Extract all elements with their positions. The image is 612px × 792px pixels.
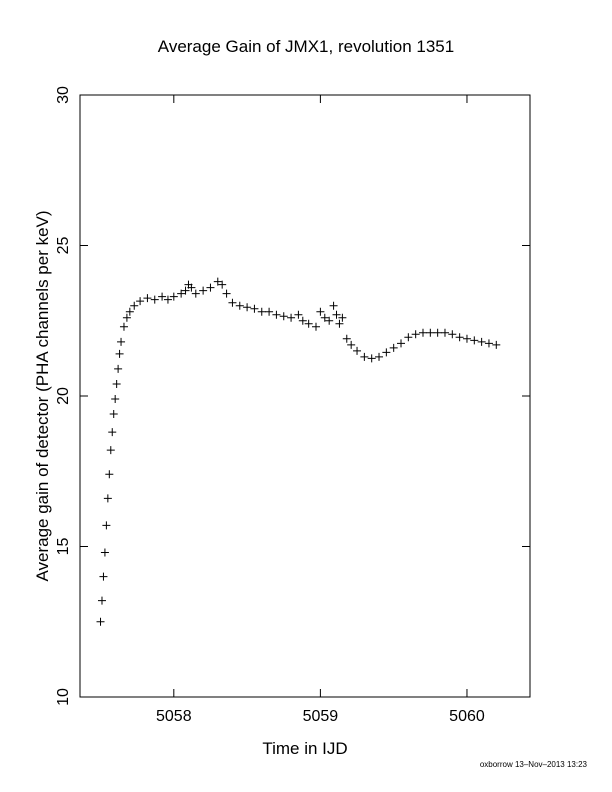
- point: [294, 310, 303, 319]
- point: [411, 330, 420, 339]
- point: [99, 572, 108, 581]
- point: [342, 334, 351, 343]
- y-axis-label: Average gain of detector (PHA channels p…: [33, 210, 52, 581]
- point: [243, 303, 252, 312]
- point: [404, 333, 413, 342]
- point: [338, 313, 347, 322]
- point: [96, 617, 105, 626]
- point: [272, 310, 281, 319]
- point: [332, 310, 341, 319]
- point: [122, 313, 131, 322]
- point: [228, 298, 237, 307]
- point: [311, 322, 320, 331]
- point: [191, 289, 200, 298]
- point: [375, 352, 384, 361]
- point: [484, 339, 493, 348]
- point: [130, 301, 139, 310]
- point: [119, 322, 128, 331]
- point: [143, 294, 152, 303]
- footer: oxborrow 13–Nov–2013 13:23: [480, 760, 588, 769]
- point: [353, 346, 362, 355]
- point: [360, 352, 369, 361]
- point: [257, 307, 266, 316]
- point: [335, 319, 344, 328]
- x-tick-label: 5059: [303, 708, 339, 725]
- point: [382, 348, 391, 357]
- point: [114, 364, 123, 373]
- point: [347, 340, 356, 349]
- y-tick-label: 30: [55, 86, 72, 104]
- point: [279, 312, 288, 321]
- point: [418, 328, 427, 337]
- point: [462, 334, 471, 343]
- point: [492, 340, 501, 349]
- point: [325, 316, 334, 325]
- point: [367, 354, 376, 363]
- y-tick-label: 10: [55, 688, 72, 706]
- point: [97, 596, 106, 605]
- point: [102, 521, 111, 530]
- point: [304, 319, 313, 328]
- point: [105, 470, 114, 479]
- chart-title: Average Gain of JMX1, revolution 1351: [158, 37, 454, 56]
- point: [448, 330, 457, 339]
- point: [206, 283, 215, 292]
- point: [199, 286, 208, 295]
- point: [112, 379, 121, 388]
- x-tick-label: 5060: [449, 708, 485, 725]
- point: [455, 333, 464, 342]
- point: [218, 280, 227, 289]
- point: [108, 428, 117, 437]
- point: [389, 343, 398, 352]
- plot-frame: [79, 94, 531, 698]
- point: [433, 328, 442, 337]
- point: [125, 307, 134, 316]
- x-tick-label: 5058: [156, 708, 192, 725]
- point: [426, 328, 435, 337]
- point: [103, 494, 112, 503]
- point: [477, 337, 486, 346]
- point: [111, 395, 120, 404]
- y-tick-label: 25: [55, 237, 72, 255]
- point: [440, 328, 449, 337]
- point: [187, 283, 196, 292]
- point: [470, 336, 479, 345]
- x-axis-label: Time in IJD: [262, 739, 347, 758]
- point: [177, 289, 186, 298]
- point: [181, 286, 190, 295]
- point: [106, 446, 115, 455]
- point: [298, 316, 307, 325]
- point: [329, 301, 338, 310]
- point: [169, 292, 178, 301]
- point: [320, 313, 329, 322]
- point: [316, 307, 325, 316]
- point: [287, 313, 296, 322]
- point: [235, 301, 244, 310]
- point: [115, 349, 124, 358]
- point: [265, 307, 274, 316]
- point: [163, 295, 172, 304]
- point: [150, 295, 159, 304]
- point: [117, 337, 126, 346]
- point: [136, 297, 145, 306]
- point: [250, 304, 259, 313]
- point: [213, 277, 222, 286]
- y-tick-label: 15: [55, 538, 72, 556]
- point: [109, 410, 118, 419]
- point: [397, 339, 406, 348]
- point: [100, 548, 109, 557]
- y-tick-label: 20: [55, 387, 72, 405]
- point: [158, 292, 167, 301]
- point: [222, 289, 231, 298]
